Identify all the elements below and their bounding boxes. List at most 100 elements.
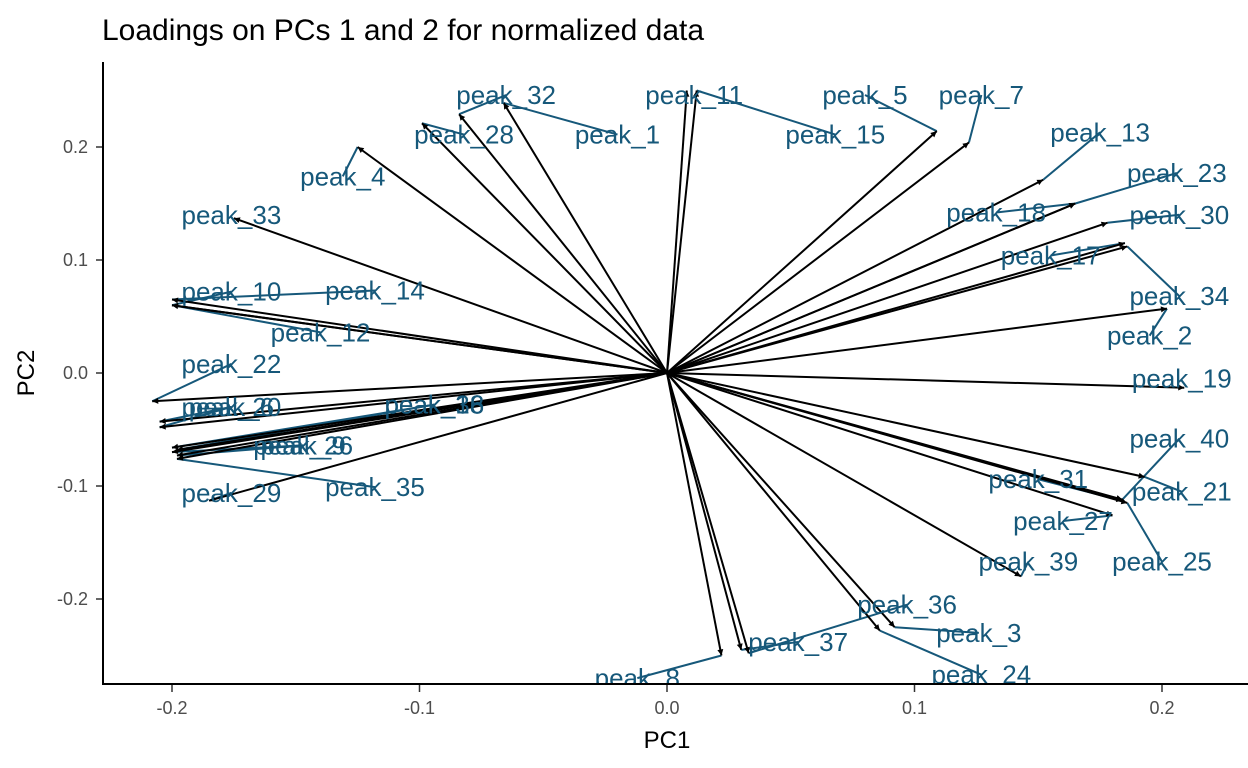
arrow-head-peak-22 (152, 397, 159, 404)
y-tick-label: -0.2 (57, 589, 88, 609)
peak-label-peak-26: peak_26 (253, 430, 353, 460)
arrow-head-peak-21 (1138, 472, 1145, 479)
label-leader-peak-3 (894, 626, 979, 634)
arrow-head-peak-17 (1118, 241, 1125, 248)
arrow-head-peak-23 (1068, 203, 1076, 209)
arrow-head-peak-2 (1160, 306, 1167, 313)
loading-arrow-peak-8 (666, 372, 723, 656)
loading-arrow-peak-14 (171, 298, 668, 374)
peak-label-peak-28: peak_28 (414, 120, 514, 150)
loading-arrow-peak-6 (159, 372, 668, 423)
label-leader-peak-9 (176, 444, 304, 457)
label-leader-peak-25 (1126, 502, 1163, 563)
arrow-head-peak-19 (1178, 384, 1185, 391)
arrow-head-peak-38 (176, 445, 184, 452)
y-tick-label: 0.1 (63, 250, 88, 270)
peak-label-peak-19: peak_19 (1132, 364, 1232, 394)
arrow-head-peak-36 (744, 646, 750, 654)
loading-arrow-peak-29 (208, 372, 668, 502)
peak-label-peak-11: peak_11 (645, 80, 743, 110)
label-leader-peak-32 (458, 94, 507, 116)
label-leader-peak-40 (1121, 437, 1181, 501)
label-leader-peak-34 (1126, 245, 1181, 297)
label-leader-peak-24 (879, 629, 982, 676)
peak-label-peak-31: peak_31 (988, 464, 1088, 494)
label-leader-peak-35 (176, 457, 376, 489)
arrow-head-peak-24 (873, 624, 880, 631)
peak-label-peak-17: peak_17 (1001, 240, 1101, 270)
loading-arrow-peak-15 (666, 90, 698, 374)
loading-arrow-peak-9 (176, 372, 668, 457)
peak-label-peak-10: peak_10 (182, 277, 282, 307)
x-tick-label: 0.0 (654, 698, 679, 718)
loading-arrow-peak-36 (666, 372, 750, 654)
x-axis-label: PC1 (644, 727, 691, 754)
peak-label-peak-32: peak_32 (456, 80, 556, 110)
label-leader-peak-37 (741, 640, 799, 651)
loading-arrow-peak-28 (421, 122, 668, 374)
arrow-head-peak-39 (1014, 570, 1021, 577)
peak-label-peak-7: peak_7 (939, 80, 1024, 110)
loading-arrow-peak-23 (666, 202, 1076, 374)
x-tick-label: -0.2 (156, 698, 187, 718)
peak-label-peak-27: peak_27 (1013, 506, 1113, 536)
arrow-head-peak-33 (233, 217, 241, 224)
arrow-head-peak-27 (1105, 510, 1113, 517)
peak-label-peak-30: peak_30 (1129, 200, 1229, 230)
y-tick-label: -0.1 (57, 476, 88, 496)
peak-label-peak-33: peak_33 (182, 200, 282, 230)
peak-label-peak-8: peak_8 (595, 663, 680, 693)
arrow-head-peak-34 (1120, 245, 1128, 251)
loading-arrow-peak-4 (357, 146, 668, 374)
peak-label-peak-16: peak_16 (384, 390, 484, 420)
chart-title: Loadings on PCs 1 and 2 for normalized d… (102, 14, 704, 47)
peak-label-peak-24: peak_24 (931, 660, 1031, 690)
arrow-head-peak-6 (159, 418, 166, 425)
label-leader-peak-17 (1050, 242, 1126, 257)
loading-arrow-peak-39 (666, 372, 1022, 578)
loading-arrow-peak-3 (666, 372, 896, 628)
peak-label-peak-6: peak_6 (189, 392, 274, 422)
label-leader-peak-2 (1148, 308, 1168, 337)
arrow-head-peak-4 (357, 147, 365, 153)
peak-label-peak-13: peak_13 (1050, 117, 1150, 147)
loading-arrow-peak-7 (666, 141, 970, 374)
peak-label-peak-5: peak_5 (822, 80, 907, 110)
loading-arrow-peak-5 (666, 130, 938, 374)
arrow-head-peak-5 (930, 131, 937, 138)
loading-arrow-peak-30 (666, 221, 1108, 374)
arrow-head-peak-13 (1036, 179, 1044, 186)
y-axis-label: PC2 (13, 350, 40, 397)
loading-arrow-peak-37 (666, 372, 743, 651)
loading-arrow-peak-24 (666, 372, 881, 632)
y-tick-label: 0.2 (63, 137, 88, 157)
loading-arrow-peak-19 (666, 372, 1185, 389)
arrow-head-peak-15 (693, 90, 700, 97)
loading-arrow-peak-13 (666, 178, 1044, 374)
peak-label-peak-15: peak_15 (785, 120, 885, 150)
x-tick-label: 0.2 (1149, 698, 1174, 718)
loading-arrow-peak-34 (666, 245, 1128, 374)
label-leader-peak-5 (864, 94, 938, 133)
label-leader-peak-28 (421, 122, 465, 136)
peak-label-peak-38: peak_38 (384, 390, 484, 420)
loading-arrow-peak-32 (458, 113, 668, 374)
peak-label-peak-37: peak_37 (748, 627, 848, 657)
arrow-head-peak-12 (172, 303, 179, 309)
label-leader-peak-4 (341, 146, 359, 177)
peak-label-peak-18: peak_18 (946, 198, 1046, 228)
peak-label-peak-29: peak_29 (182, 478, 282, 508)
arrow-head-peak-37 (736, 643, 743, 650)
peak-label-peak-36: peak_36 (857, 590, 957, 620)
loading-arrow-peak-22 (152, 372, 668, 403)
arrow-head-peak-11 (683, 90, 690, 97)
peak-label-peak-35: peak_35 (325, 472, 425, 502)
peak-label-peak-23: peak_23 (1127, 158, 1227, 188)
peak-label-peak-14: peak_14 (325, 276, 425, 306)
peak-label-peak-4: peak_4 (300, 161, 385, 191)
peak-label-peak-1: peak_1 (575, 120, 660, 150)
loading-arrow-peak-27 (666, 372, 1113, 517)
arrow-head-peak-28 (421, 123, 429, 130)
